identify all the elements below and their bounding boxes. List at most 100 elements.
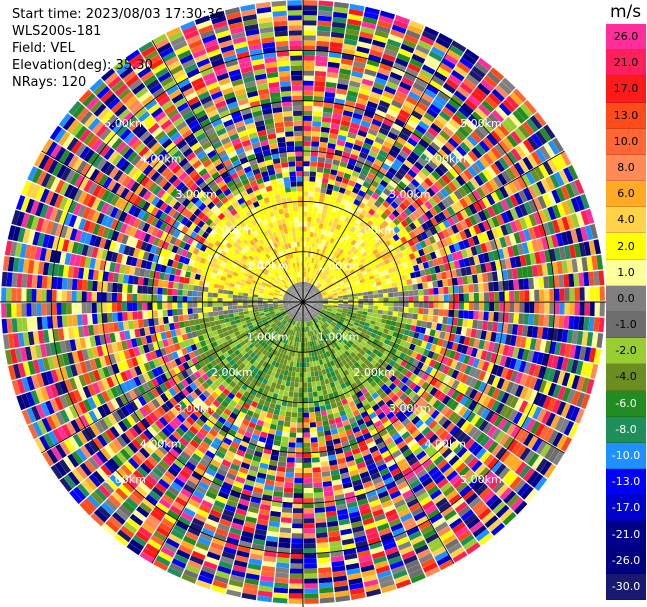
velocity-cell — [498, 81, 512, 95]
velocity-cell — [404, 207, 413, 216]
velocity-cell — [313, 274, 317, 280]
velocity-cell — [347, 276, 354, 282]
velocity-cell — [350, 232, 357, 240]
velocity-cell — [310, 371, 315, 377]
velocity-cell — [588, 271, 595, 286]
velocity-cell — [444, 332, 451, 341]
velocity-cell — [489, 239, 498, 251]
velocity-cell — [455, 481, 468, 493]
velocity-cell — [291, 543, 303, 549]
velocity-cell — [580, 393, 591, 409]
velocity-cell — [416, 276, 423, 284]
velocity-cell — [477, 83, 491, 96]
velocity-cell — [355, 316, 362, 321]
velocity-cell — [305, 306, 308, 312]
velocity-cell — [441, 159, 452, 170]
velocity-cell — [306, 305, 310, 310]
velocity-cell — [417, 73, 431, 84]
velocity-cell — [397, 480, 409, 490]
velocity-cell — [417, 225, 425, 234]
velocity-cell — [324, 91, 336, 98]
velocity-cell — [431, 273, 437, 281]
velocity-cell — [321, 256, 326, 262]
velocity-cell — [304, 292, 307, 298]
velocity-cell — [376, 25, 391, 34]
velocity-cell — [314, 281, 319, 287]
velocity-cell — [591, 255, 599, 271]
velocity-cell — [503, 436, 514, 449]
velocity-cell — [593, 348, 602, 364]
velocity-cell — [487, 441, 499, 454]
velocity-cell — [413, 332, 420, 339]
velocity-cell — [284, 416, 291, 422]
velocity-cell — [406, 247, 414, 255]
velocity-cell — [303, 287, 305, 292]
velocity-cell — [407, 204, 416, 213]
velocity-cell — [336, 337, 343, 343]
velocity-cell — [539, 461, 552, 476]
velocity-cell — [425, 229, 433, 238]
velocity-cell — [477, 273, 483, 283]
velocity-cell — [509, 220, 518, 233]
velocity-cell — [303, 292, 305, 297]
velocity-cell — [307, 302, 313, 304]
velocity-cell — [384, 274, 391, 280]
velocity-cell — [333, 264, 339, 270]
velocity-cell — [383, 293, 389, 298]
velocity-cell — [411, 337, 418, 345]
velocity-cell — [291, 533, 303, 539]
velocity-cell — [383, 420, 392, 429]
velocity-cell — [281, 436, 289, 443]
velocity-cell — [479, 435, 491, 447]
velocity-cell — [457, 318, 464, 327]
velocity-cell — [420, 167, 431, 177]
velocity-cell — [340, 382, 347, 390]
velocity-cell — [407, 356, 415, 365]
velocity-cell — [371, 163, 381, 171]
velocity-cell — [330, 226, 336, 233]
velocity-cell — [379, 192, 388, 200]
velocity-cell — [349, 279, 355, 284]
velocity-cell — [392, 472, 404, 481]
velocity-cell — [474, 463, 487, 476]
velocity-cell — [376, 245, 383, 253]
velocity-cell — [526, 470, 540, 485]
velocity-cell — [276, 471, 286, 478]
velocity-cell — [463, 538, 478, 551]
velocity-cell — [416, 320, 423, 327]
velocity-cell — [392, 122, 403, 132]
velocity-cell — [500, 224, 509, 236]
velocity-cell — [332, 341, 338, 347]
velocity-cell — [333, 298, 339, 301]
velocity-cell — [412, 384, 421, 394]
velocity-cell — [458, 240, 466, 250]
velocity-cell — [518, 278, 524, 290]
velocity-cell — [377, 216, 385, 224]
velocity-cell — [418, 289, 424, 296]
velocity-cell — [419, 35, 435, 46]
velocity-cell — [276, 425, 284, 432]
velocity-cell — [294, 478, 303, 484]
velocity-cell — [501, 420, 513, 433]
velocity-cell — [311, 257, 315, 264]
velocity-cell — [321, 309, 327, 313]
velocity-cell — [382, 175, 392, 184]
velocity-cell — [429, 207, 438, 217]
velocity-cell — [283, 426, 290, 432]
velocity-cell — [388, 297, 394, 302]
velocity-cell — [598, 270, 605, 286]
velocity-cell — [515, 444, 527, 458]
velocity-cell — [434, 380, 443, 390]
velocity-cell — [452, 317, 459, 326]
velocity-cell — [438, 501, 451, 513]
velocity-cell — [358, 36, 373, 44]
velocity-cell — [303, 477, 313, 484]
velocity-cell — [594, 286, 600, 301]
velocity-cell — [406, 195, 415, 204]
velocity-cell — [353, 304, 359, 308]
velocity-cell — [313, 91, 325, 97]
velocity-cell — [359, 331, 366, 337]
velocity-cell — [367, 287, 373, 292]
velocity-cell — [341, 177, 350, 185]
velocity-cell — [460, 157, 471, 169]
